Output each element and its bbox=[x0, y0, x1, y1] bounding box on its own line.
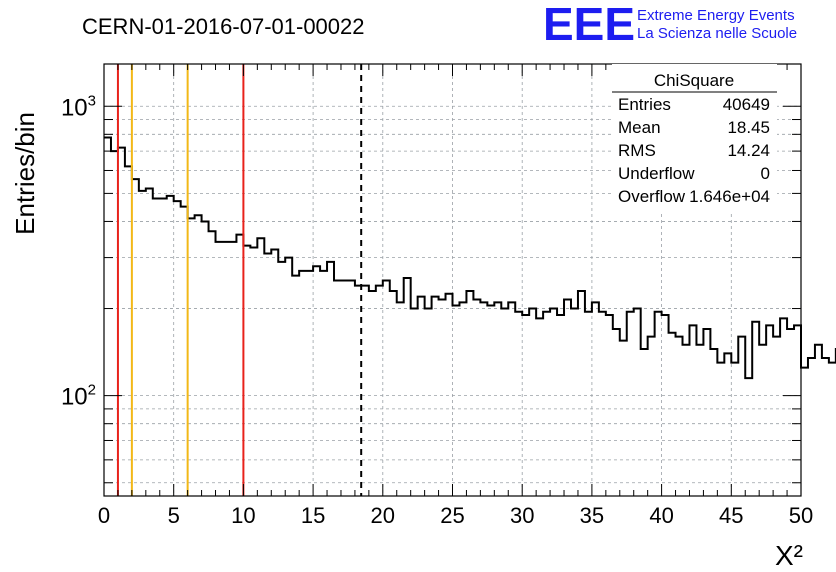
stats-value: 1.646e+04 bbox=[689, 187, 770, 206]
stats-label: Mean bbox=[618, 118, 661, 137]
x-tick-label: 5 bbox=[168, 503, 180, 528]
y-tick-labels: 102 103 bbox=[61, 92, 96, 410]
stats-label: Underflow bbox=[618, 164, 695, 183]
grid-lines bbox=[104, 64, 801, 496]
eee-logo: EEE bbox=[543, 0, 635, 50]
y-tick-label: 103 bbox=[61, 92, 96, 121]
x-tick-label: 45 bbox=[719, 503, 743, 528]
x-tick-label: 50 bbox=[789, 503, 813, 528]
stats-label: RMS bbox=[618, 141, 656, 160]
stats-box: ChiSquare Entries 40649 Mean 18.45 RMS 14.24 U… bbox=[612, 64, 777, 214]
x-axis-label: X² bbox=[775, 540, 803, 571]
run-title: CERN-01-2016-07-01-00022 bbox=[82, 14, 365, 39]
logo-line-1: Extreme Energy Events bbox=[637, 7, 795, 24]
histogram-line bbox=[104, 136, 836, 380]
stats-title: ChiSquare bbox=[654, 71, 734, 90]
y-axis-label: Entries/bin bbox=[10, 112, 40, 235]
stats-label: Entries bbox=[618, 95, 671, 114]
x-tick-label: 20 bbox=[371, 503, 395, 528]
x-tick-label: 0 bbox=[98, 503, 110, 528]
x-tick-label: 15 bbox=[301, 503, 325, 528]
x-tick-label: 40 bbox=[649, 503, 673, 528]
stats-value: 0 bbox=[761, 164, 770, 183]
stats-label: Overflow bbox=[618, 187, 686, 206]
x-tick-labels: 0 5 10 15 20 25 30 35 40 45 50 bbox=[98, 503, 813, 528]
x-tick-label: 35 bbox=[580, 503, 604, 528]
logo-line-2: La Scienza nelle Scuole bbox=[637, 25, 797, 42]
histogram-series bbox=[104, 136, 836, 380]
marker-lines bbox=[116, 64, 363, 496]
x-tick-label: 30 bbox=[510, 503, 534, 528]
y-tick-label: 102 bbox=[61, 382, 96, 411]
x-tick-label: 10 bbox=[231, 503, 255, 528]
stats-value: 14.24 bbox=[727, 141, 770, 160]
stats-value: 40649 bbox=[723, 95, 770, 114]
x-tick-label: 25 bbox=[440, 503, 464, 528]
stats-value: 18.45 bbox=[727, 118, 770, 137]
